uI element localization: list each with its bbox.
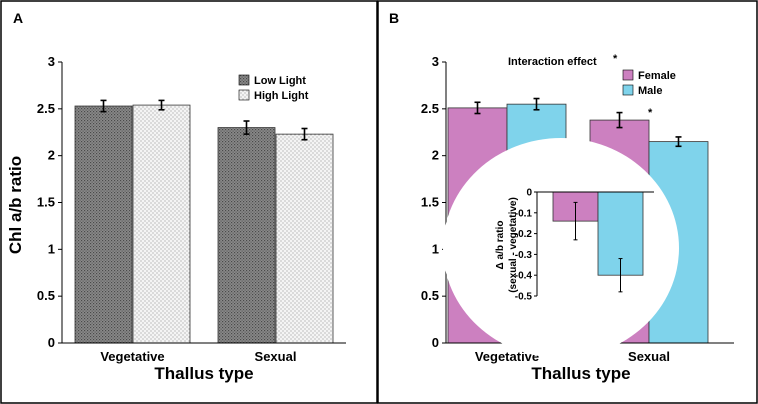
- panel-a-x-title: Thallus type: [154, 364, 253, 383]
- bar-low-light-sexual: [217, 127, 276, 344]
- panel-a-xticks: Vegetative Sexual: [100, 349, 296, 364]
- inset-yticks: 0 -0.1 -0.2 -0.3 -0.4 -0.5: [515, 188, 537, 303]
- panel-b-ytick-label: 1: [432, 241, 439, 256]
- legend-label-female: Female: [638, 70, 676, 82]
- panel-b-yticks: 0 0.5 1 1.5 2 2.5 3: [421, 54, 446, 350]
- inset-ytick-label: -0.1: [515, 208, 533, 219]
- error-bar: [243, 120, 250, 135]
- error-bar: [158, 99, 165, 111]
- panel-a-ytick-label: 0: [48, 335, 55, 350]
- panel-a-frame: [0, 0, 378, 404]
- bar-high-light-vegetative: [132, 104, 191, 344]
- error-bar: [675, 136, 682, 148]
- panel-b-xticks: Vegetative Sexual: [475, 349, 670, 364]
- inset-ytick-label: 0: [526, 188, 532, 199]
- panel-a-bars: [74, 99, 334, 344]
- panel-b-ytick-label: 2.5: [421, 101, 439, 116]
- interaction-effect-asterisk: *: [613, 53, 618, 65]
- inset-ytick-label: -0.2: [515, 229, 533, 240]
- panel-b-legend: Female Male: [622, 69, 676, 97]
- panel-b-xtick-label: Vegetative: [475, 349, 539, 364]
- panel-b-ytick-label: 0: [432, 335, 439, 350]
- inset-y-title-line2: (sexual - vegetative): [508, 197, 519, 293]
- panel-a-y-title: Chl a/b ratio: [6, 156, 25, 254]
- inset-ytick-label: -0.3: [515, 250, 533, 261]
- inset-bars: [552, 191, 644, 293]
- panel-a-ytick-label: 0.5: [37, 288, 55, 303]
- error-bar: [533, 97, 540, 111]
- inset-error-bar: [618, 258, 623, 293]
- panel-b-ytick-label: 3: [432, 54, 439, 69]
- panel-b-xtick-label: Sexual: [628, 349, 670, 364]
- legend-label-male: Male: [638, 85, 662, 97]
- legend-swatch-male: [622, 84, 634, 96]
- sexual-significance-asterisk: *: [648, 107, 653, 119]
- panel-b-ytick-label: 2: [432, 148, 439, 163]
- panel-b: B 0 0.5 1 1.5 2 2.5 3 Vegetative Sexual Thallus…: [389, 10, 734, 383]
- panel-a-label: A: [13, 10, 23, 26]
- inset-error-bar: [573, 201, 578, 241]
- legend-swatch-low-light: [238, 74, 250, 86]
- panel-a-ytick-label: 2.5: [37, 101, 55, 116]
- interaction-effect-label: Interaction effect: [508, 56, 597, 68]
- panel-a: A 0 0.5 1 1.5 2 2.5 3 Vegetative Sexual Chl a/b…: [6, 10, 346, 383]
- error-bar: [616, 111, 623, 129]
- panel-a-ytick-label: 1.5: [37, 195, 55, 210]
- panel-a-ytick-label: 2: [48, 148, 55, 163]
- error-bar: [301, 127, 308, 141]
- panel-a-yticks: 0 0.5 1 1.5 2 2.5 3: [37, 54, 62, 350]
- inset-background: [443, 138, 679, 358]
- panel-a-xtick-label: Vegetative: [100, 349, 164, 364]
- bar-high-light-sexual: [275, 133, 334, 344]
- error-bar: [474, 101, 481, 115]
- inset-y-title-line1: Δ a/b ratio: [495, 221, 506, 270]
- legend-swatch-female: [622, 69, 634, 81]
- inset-ytick-label: -0.5: [515, 292, 533, 303]
- panel-a-ytick-label: 1: [48, 241, 55, 256]
- inset-plot: 0 -0.1 -0.2 -0.3 -0.4 -0.5 Δ a/b ratio (sexua…: [443, 138, 679, 358]
- panel-b-frame: [377, 0, 758, 404]
- legend-label-low-light: Low Light: [254, 75, 306, 87]
- bar-low-light-vegetative: [74, 105, 133, 344]
- panel-b-x-title: Thallus type: [531, 364, 630, 383]
- panel-a-ytick-label: 3: [48, 54, 55, 69]
- panel-b-label: B: [389, 10, 399, 26]
- panel-a-legend: Low Light High Light: [238, 74, 309, 102]
- inset-ytick-label: -0.4: [515, 271, 533, 282]
- error-bar: [100, 99, 107, 113]
- panel-b-ytick-label: 0.5: [421, 288, 439, 303]
- legend-label-high-light: High Light: [254, 90, 309, 102]
- panel-a-xtick-label: Sexual: [255, 349, 297, 364]
- legend-swatch-high-light: [238, 89, 250, 101]
- panel-b-ytick-label: 1.5: [421, 195, 439, 210]
